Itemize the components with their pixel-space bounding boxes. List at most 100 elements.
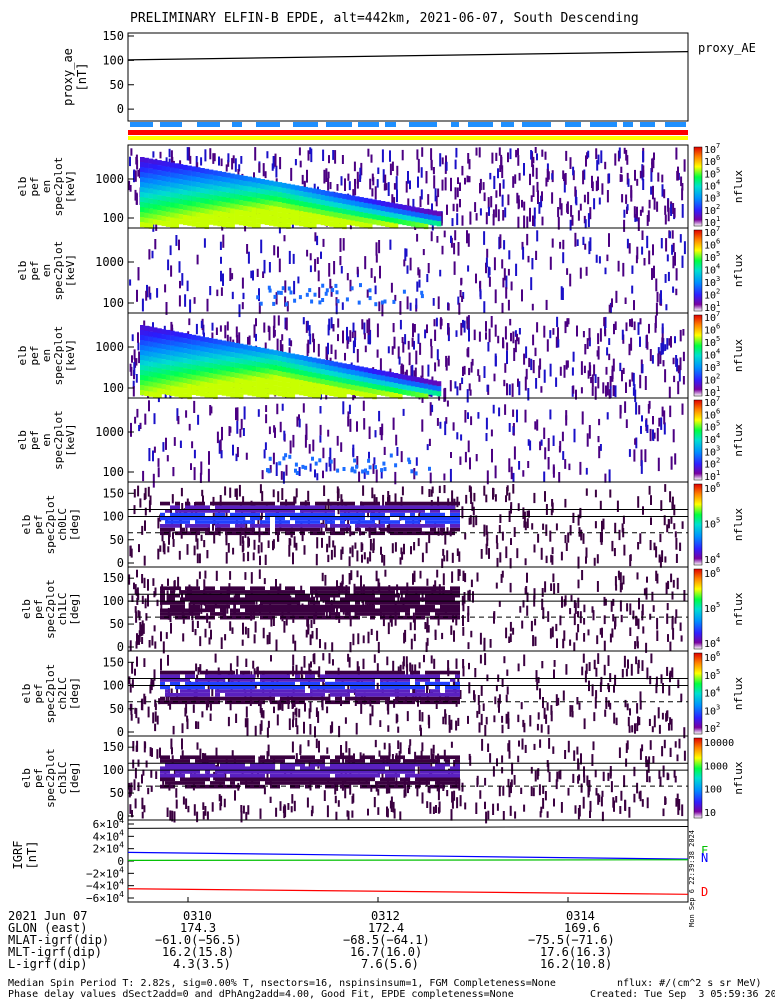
pitch-angle-pixel [485, 543, 488, 555]
spectrogram-pixel [195, 365, 201, 371]
spectrogram-pixel [404, 334, 407, 345]
spectrogram-pixel [604, 328, 607, 337]
pitch-angle-pixel [200, 593, 205, 598]
pitch-angle-pixel [632, 610, 635, 620]
spectrogram-pixel [503, 379, 506, 387]
spectrogram-pixel [265, 405, 268, 412]
spectrogram-pixel [491, 448, 493, 463]
spectrogram-pixel [260, 179, 265, 185]
spectrogram-pixel [662, 360, 665, 367]
spectrogram-pixel [208, 348, 214, 354]
spectrogram-pixel [170, 177, 175, 183]
spectrogram-pixel [415, 382, 420, 388]
pitch-angle-pixel [493, 715, 496, 723]
spectrogram-pixel [512, 427, 515, 434]
pitch-angle-pixel [266, 634, 269, 645]
spectrogram-pixel [376, 384, 382, 390]
spectrogram-pixel [316, 473, 319, 481]
pitch-angle-pixel [430, 604, 435, 609]
spectrogram-pixel [589, 207, 592, 220]
spectrogram-pixel [316, 219, 321, 225]
spectrogram-pixel [457, 242, 460, 256]
pitch-angle-pixel [310, 512, 315, 517]
pitch-angle-pixel [200, 597, 205, 602]
pitch-angle-pixel [413, 542, 416, 551]
pitch-angle-pixel [225, 601, 230, 605]
pitch-angle-pixel [440, 527, 445, 532]
spectrogram-pixel [226, 192, 231, 198]
spectrogram-pixel [641, 364, 644, 374]
pitch-angle-pixel [458, 551, 461, 562]
spectrogram-pixel [220, 287, 223, 296]
spectrogram-pixel [264, 373, 270, 379]
spectrogram-pixel [247, 251, 250, 264]
spectrogram-pixel [585, 266, 588, 276]
pitch-angle-pixel [235, 505, 240, 510]
spectrogram-pixel [501, 165, 504, 178]
spectrogram-pixel [170, 187, 175, 193]
spectrogram-pixel [174, 223, 179, 229]
spectrogram-pixel [547, 171, 550, 180]
pitch-angle-pixel [480, 685, 483, 696]
pitch-angle-pixel [636, 641, 639, 649]
spectrogram-pixel [324, 360, 330, 366]
spectrogram-pixel [491, 152, 494, 164]
pitch-angle-pixel [253, 634, 256, 644]
spectrogram-pixel [549, 363, 552, 377]
spectrogram-pixel [152, 332, 158, 338]
pitch-angle-pixel [262, 627, 265, 639]
spectrogram-pixel [608, 353, 611, 361]
spectrogram-pixel [266, 468, 269, 473]
spectrogram-pixel [329, 390, 334, 396]
spectrogram-pixel [187, 339, 192, 345]
spectrogram-pixel [525, 368, 528, 380]
pitch-angle-pixel [300, 608, 305, 613]
spectrogram-pixel [161, 344, 167, 350]
pitch-angle-pixel [270, 612, 275, 616]
pitch-angle-pixel [442, 716, 445, 725]
pitch-angle-pixel [255, 516, 260, 521]
spectrogram-pixel [536, 230, 539, 242]
spectrogram-pixel [161, 210, 167, 217]
pitch-angle-pixel [325, 520, 330, 524]
spectrogram-pixel [263, 322, 266, 333]
spectrogram-pixel [165, 379, 171, 386]
pitch-angle-pixel [413, 687, 416, 696]
spectrogram-pixel [598, 418, 601, 426]
pitch-angle-pixel [475, 515, 478, 526]
spectrogram-pixel [221, 345, 227, 351]
spectrogram-pixel [361, 319, 364, 330]
pitch-angle-pixel [455, 520, 460, 524]
spectrogram-pixel [650, 168, 653, 182]
spectrogram-pixel [425, 171, 428, 184]
pitch-angle-pixel [428, 489, 431, 497]
spectrogram-pixel [359, 283, 362, 288]
spectrogram-pixel [277, 207, 283, 213]
spectrogram-pixel [144, 335, 149, 341]
spectrogram-pixel [280, 471, 283, 480]
spectrogram-pixel [247, 211, 253, 217]
spectrogram-pixel [652, 157, 655, 169]
spectrogram-pixel [385, 183, 388, 191]
pitch-angle-pixel [405, 524, 410, 528]
spectrogram-pixel [543, 427, 546, 439]
spectrogram-pixel [606, 254, 609, 262]
spectrogram-pixel [213, 175, 218, 181]
pitch-angle-pixel [410, 509, 415, 513]
spectrogram-pixel [217, 176, 222, 182]
spectrogram-pixel [342, 223, 347, 230]
spectrogram-pixel [589, 365, 592, 377]
spectrogram-pixel [238, 195, 244, 201]
pitch-angle-pixel [455, 509, 460, 513]
pitch-angle-pixel [141, 624, 144, 636]
spectrogram-pixel [277, 371, 283, 377]
spectrogram-pixel [264, 209, 270, 215]
spectrogram-pixel [320, 220, 326, 226]
spectrogram-pixel [355, 206, 360, 212]
y-tick-label: 100 [102, 594, 124, 608]
spectrogram-pixel [242, 428, 245, 436]
pitch-angle-pixel [559, 615, 562, 626]
pitch-angle-pixel [645, 642, 648, 653]
spectrogram-pixel [377, 167, 380, 174]
spectrogram-pixel [625, 322, 628, 332]
